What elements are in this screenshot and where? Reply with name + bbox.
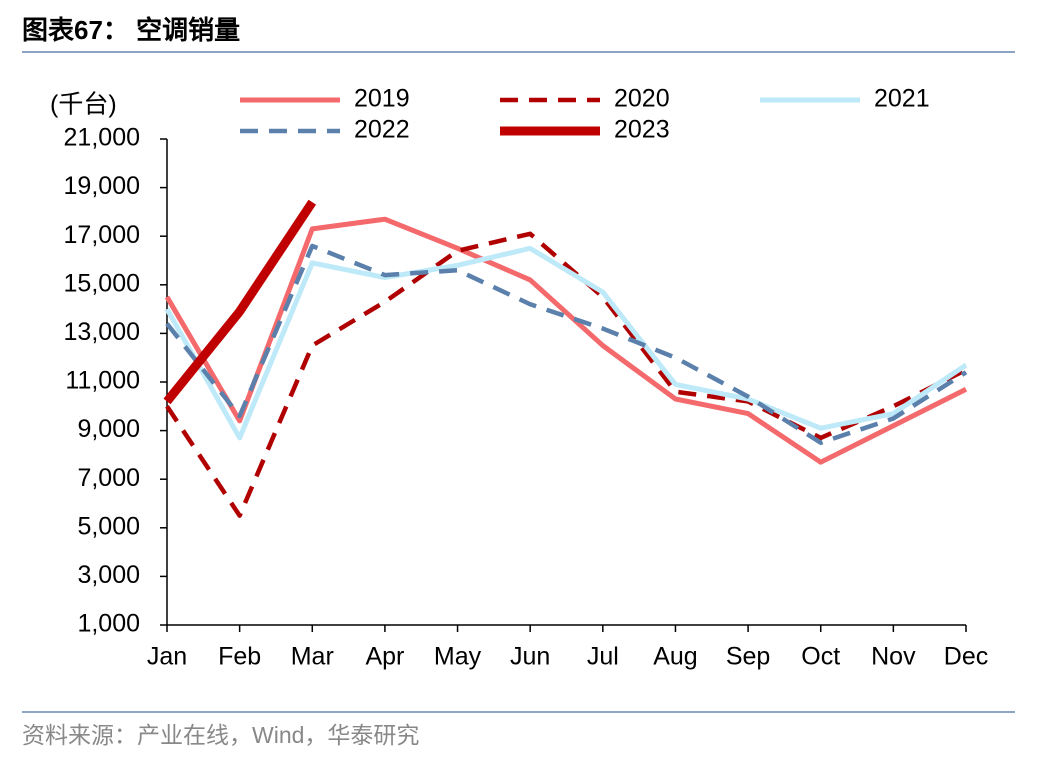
series-line [163,199,317,405]
x-tick-label: Aug [653,643,697,671]
legend-label: 2022 [354,116,410,144]
x-tick-label: Dec [944,643,988,671]
x-tick-label: Mar [291,643,334,671]
series-line [164,216,968,465]
y-tick-label: 11,000 [65,367,140,395]
series-line [165,243,968,445]
page-title: 图表67： 空调销量 [22,15,240,45]
y-tick-label: 5,000 [77,512,140,540]
x-tick-label: Apr [365,643,404,671]
y-tick-label: 21,000 [64,124,140,152]
x-tick-label: Jan [147,643,187,671]
y-tick-label: 13,000 [64,318,140,346]
x-tick-label: Nov [871,643,916,671]
y-axis-label: (千台) [50,91,117,119]
x-tick-label: Feb [218,643,261,671]
y-tick-label: 15,000 [64,269,140,297]
legend-label: 2023 [614,116,670,144]
x-tick-label: Sep [726,643,770,671]
y-tick-label: 17,000 [64,221,140,249]
legend-label: 2021 [874,85,930,113]
x-tick-label: Jun [510,643,550,671]
x-tick-label: Oct [801,643,840,671]
legend-label: 2019 [354,85,410,113]
series-line [164,245,968,441]
x-tick-label: May [434,643,482,671]
series-line [165,231,968,518]
y-tick-label: 19,000 [64,172,140,200]
y-tick-label: 3,000 [77,561,140,589]
x-tick-label: Jul [587,643,619,671]
legend-label: 2020 [614,85,670,113]
y-tick-label: 1,000 [77,610,140,638]
y-tick-label: 9,000 [77,415,140,443]
source-note: 资料来源：产业在线，Wind，华泰研究 [22,722,419,748]
y-tick-label: 7,000 [77,464,140,492]
